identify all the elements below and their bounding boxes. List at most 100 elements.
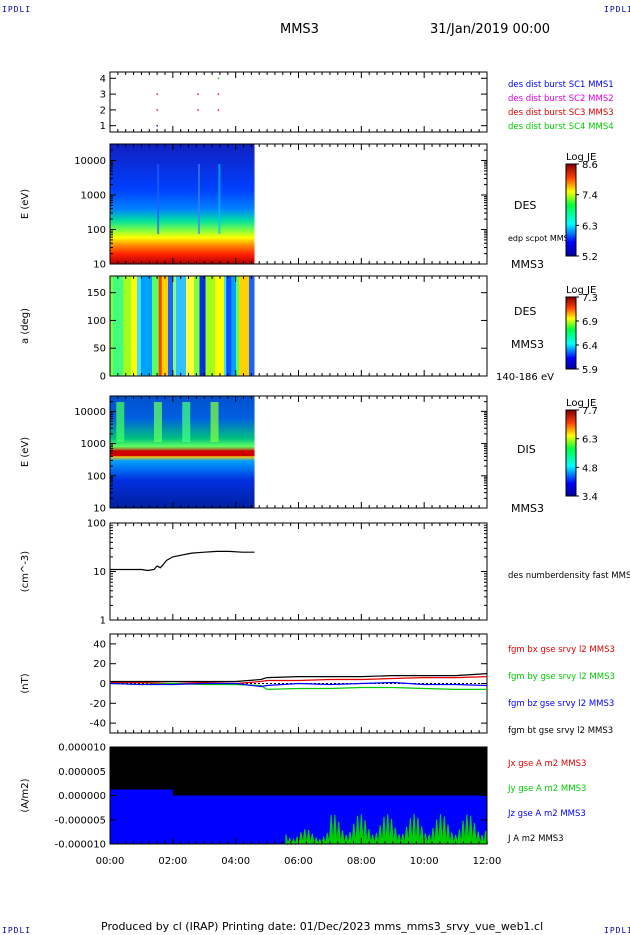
dis-energy-streak: [182, 402, 191, 442]
current-ytick-label: 0.000000: [58, 791, 106, 802]
des-pitch-column: [110, 276, 113, 376]
x-tick-label: 00:00: [96, 856, 125, 867]
fgm-ylabel: (nT): [20, 673, 31, 693]
des-pitch-column: [194, 276, 200, 376]
burst-legend-entry: des dist burst SC3 MMS3: [508, 108, 614, 118]
des-energy-streak: [218, 164, 221, 234]
burst-point: [217, 109, 220, 111]
des-pitch-column: [168, 276, 173, 376]
fgm-ytick-label: 40: [93, 639, 106, 650]
dis_energy-colorbar-tick-label: 4.8: [582, 463, 598, 474]
dis_energy-colorbar-tick-label: 6.3: [582, 435, 598, 446]
des_energy-colorbar-title: Log JE: [566, 152, 596, 163]
dis-energy-spacecraft-label: MMS3: [511, 502, 544, 515]
density-ytick-label: 1: [100, 616, 106, 627]
des-pitch-column: [231, 276, 236, 376]
des-pitch-column: [215, 276, 224, 376]
corner-label-top-left: IPDLI: [2, 5, 32, 14]
des-pitch-column: [161, 276, 168, 376]
burst-point: [156, 109, 158, 111]
fgm-ytick-label: 20: [93, 659, 106, 670]
corner-label-bottom-left: IPDLI: [2, 926, 32, 935]
des-pitch-streak: [226, 276, 232, 376]
des-pitch-column: [236, 276, 239, 376]
dis_energy-colorbar: [565, 409, 577, 497]
burst-ytick-label: 1: [100, 121, 106, 132]
current-ytick-label: 0.000005: [58, 767, 106, 778]
current-jz-area-upper: [110, 789, 173, 796]
des_energy-colorbar-tick-label: 8.6: [582, 160, 598, 171]
des-energy-scpot-label: edp scpot MMS3: [508, 234, 574, 243]
des_energy-ylabel: E (eV): [20, 189, 31, 219]
des-energy-spacecraft-label: MMS3: [511, 258, 544, 271]
dis-energy-streak: [210, 402, 219, 442]
dis-energy-ion-band: [110, 450, 255, 457]
current-ytick-label: 0.000010: [58, 743, 106, 754]
density-series-line: [110, 550, 255, 572]
des-pitch-column: [131, 276, 137, 376]
burst-legend-entry: des dist burst SC4 MMS4: [508, 122, 614, 132]
des_pitch-colorbar: [565, 296, 577, 370]
des_pitch-colorbar-tick-label: 6.4: [582, 341, 598, 352]
fgm-legend-entry: fgm bx gse srvy l2 MMS3: [508, 645, 615, 655]
des-energy-streak: [197, 164, 200, 234]
des-energy-streak: [157, 164, 160, 234]
des-pitch-column: [141, 276, 152, 376]
des-pitch-column: [249, 276, 255, 376]
burst-ytick-label: 4: [100, 74, 106, 85]
des-pitch-column: [123, 276, 131, 376]
density-ytick-label: 100: [87, 519, 106, 530]
fgm-series-line: [110, 676, 488, 685]
des-pitch-column: [137, 276, 141, 376]
fgm-ytick-label: 0: [100, 679, 106, 690]
current-ytick-label: -0.000005: [55, 815, 106, 826]
density-ylabel: (cm^-3): [20, 551, 31, 592]
burst-point: [217, 93, 220, 95]
des-pitch-instrument-label: DES: [514, 305, 536, 318]
corner-label-top-right: IPDLI: [604, 5, 630, 14]
dis_energy-ytick-label: 10: [93, 504, 106, 515]
des_pitch-ytick-label: 0: [100, 372, 106, 383]
x-tick-label: 06:00: [284, 856, 313, 867]
burst-point: [217, 77, 220, 80]
x-tick-label: 02:00: [158, 856, 187, 867]
des-pitch-streak: [199, 276, 206, 376]
des-pitch-spacecraft-label: MMS3: [511, 338, 544, 351]
fgm-ytick-label: -40: [90, 719, 106, 730]
current-ylabel: (A/m2): [20, 778, 31, 812]
burst-point: [197, 109, 199, 111]
burst-frame: [109, 71, 488, 133]
date-title: 31/Jan/2019 00:00: [430, 22, 551, 37]
spacecraft-title: MMS3: [280, 22, 319, 37]
dis_energy-ylabel: E (eV): [20, 437, 31, 467]
des-pitch-column: [152, 276, 161, 376]
des_energy-ytick-label: 10: [93, 260, 106, 271]
des-pitch-column: [186, 276, 194, 376]
des_pitch-colorbar-title: Log JE: [566, 285, 596, 296]
current-legend-entry: J A m2 MMS3: [507, 834, 564, 844]
x-tick-label: 12:00: [473, 856, 502, 867]
current-black-area: [110, 747, 487, 796]
des_energy-ytick-label: 10000: [74, 156, 106, 167]
des_energy-colorbar: [565, 163, 577, 257]
des_pitch-ytick-label: 50: [93, 344, 106, 355]
des-pitch-column: [204, 276, 215, 376]
fgm-legend-entry: fgm by gse srvy l2 MMS3: [508, 672, 615, 682]
des_pitch-colorbar-tick-label: 7.3: [582, 293, 598, 304]
chart-canvas: 1 2 3 4 des dist burst SC1 MMS1 des dist burs…: [20, 71, 630, 867]
footer-credits: Produced by cl (IRAP) Printing date: 01/…: [101, 920, 544, 933]
corner-label-bottom-right: IPDLI: [604, 926, 630, 935]
x-tick-label: 04:00: [221, 856, 250, 867]
des-pitch-energy-range: 140-186 eV: [496, 372, 554, 383]
fgm-legend-entry: fgm bz gse srvy l2 MMS3: [508, 699, 614, 709]
burst-ytick-label: 2: [100, 105, 106, 116]
fgm-legend-entry: fgm bt gse srvy l2 MMS3: [508, 726, 613, 736]
dis_energy-ytick-label: 1000: [81, 439, 106, 450]
des_energy-colorbar-tick-label: 7.4: [582, 191, 598, 202]
dis_energy-colorbar-title: Log JE: [566, 398, 596, 409]
dis-energy-streak: [116, 402, 125, 442]
current-jz-area: [110, 795, 487, 844]
x-tick-label: 08:00: [347, 856, 376, 867]
current-legend-entry: Jx gse A m2 MMS3: [507, 759, 586, 769]
fgm-series-line: [109, 682, 487, 691]
